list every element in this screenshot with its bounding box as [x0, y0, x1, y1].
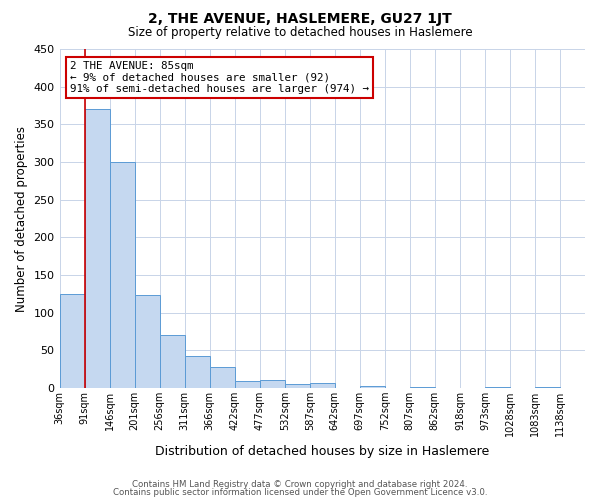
Bar [485, 386, 510, 388]
Bar [410, 386, 435, 388]
Text: 2, THE AVENUE, HASLEMERE, GU27 1JT: 2, THE AVENUE, HASLEMERE, GU27 1JT [148, 12, 452, 26]
Bar [360, 386, 385, 388]
Text: Contains HM Land Registry data © Crown copyright and database right 2024.: Contains HM Land Registry data © Crown c… [132, 480, 468, 489]
Text: Size of property relative to detached houses in Haslemere: Size of property relative to detached ho… [128, 26, 472, 39]
Bar [85, 110, 110, 388]
Text: Contains public sector information licensed under the Open Government Licence v3: Contains public sector information licen… [113, 488, 487, 497]
Text: 2 THE AVENUE: 85sqm
← 9% of detached houses are smaller (92)
91% of semi-detache: 2 THE AVENUE: 85sqm ← 9% of detached hou… [70, 61, 369, 94]
Bar [285, 384, 310, 388]
Bar [59, 294, 85, 388]
Bar [310, 384, 335, 388]
Bar [110, 162, 134, 388]
Bar [134, 296, 160, 388]
Bar [209, 367, 235, 388]
Bar [235, 381, 260, 388]
Bar [185, 356, 209, 388]
X-axis label: Distribution of detached houses by size in Haslemere: Distribution of detached houses by size … [155, 444, 490, 458]
Y-axis label: Number of detached properties: Number of detached properties [15, 126, 28, 312]
Bar [535, 386, 560, 388]
Bar [260, 380, 285, 388]
Bar [160, 336, 185, 388]
